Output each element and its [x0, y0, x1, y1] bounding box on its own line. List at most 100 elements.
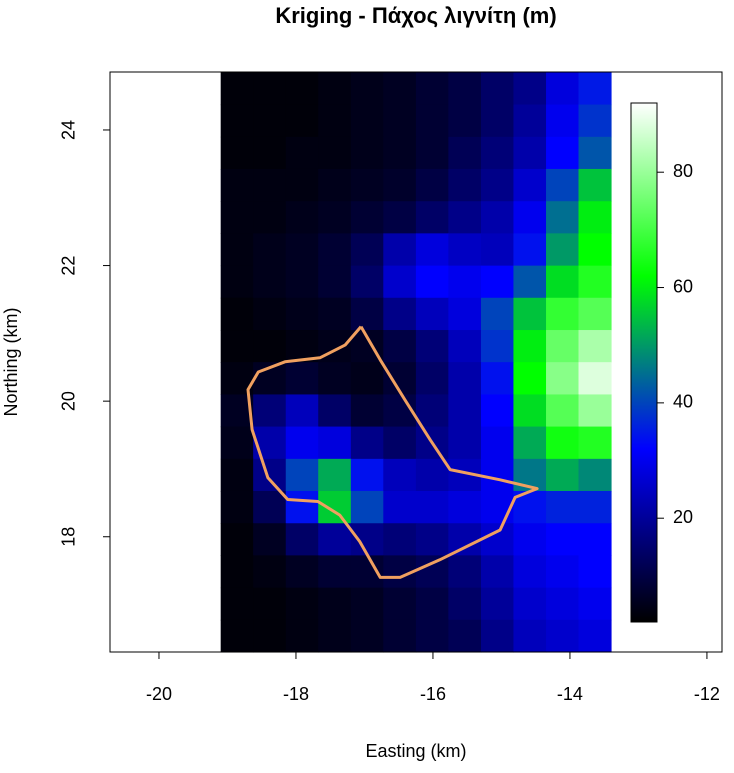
cell [480, 555, 515, 589]
cell [480, 587, 515, 621]
cell [546, 201, 580, 234]
cell [318, 233, 352, 267]
cell [546, 297, 580, 331]
cell [285, 587, 319, 621]
cell [350, 72, 384, 106]
cell [253, 104, 287, 138]
cell [448, 136, 482, 170]
cell [285, 72, 319, 106]
cell [546, 136, 580, 170]
cell [220, 265, 254, 299]
cell [318, 426, 352, 460]
cell [415, 265, 449, 299]
cell [448, 201, 482, 234]
cell [480, 104, 515, 138]
y-axis-label: Northing (km) [1, 307, 21, 416]
cell [383, 426, 417, 460]
cell [318, 265, 352, 299]
x-axis-label: Easting (km) [365, 741, 466, 761]
cell [253, 619, 287, 653]
cell [383, 233, 417, 267]
cell [350, 168, 384, 202]
cell [318, 104, 352, 138]
cell [350, 426, 384, 460]
cell [480, 394, 515, 428]
cell [415, 104, 449, 138]
cell [318, 458, 352, 492]
cell [220, 523, 254, 556]
cell [415, 201, 449, 234]
cell [350, 265, 384, 299]
cell [578, 233, 612, 267]
cell [318, 394, 352, 428]
cell [578, 265, 612, 299]
cell [513, 394, 547, 428]
cell [448, 523, 482, 556]
cell [546, 426, 580, 460]
cell [350, 233, 384, 267]
y-tick-label: 20 [59, 391, 79, 411]
cell [513, 619, 547, 653]
cell [480, 458, 515, 492]
cell [253, 233, 287, 267]
color-bar-label: 20 [673, 507, 693, 527]
color-bar-label: 60 [673, 276, 693, 296]
cell [415, 72, 449, 106]
cell [220, 619, 254, 653]
raster [220, 72, 612, 653]
cell [318, 523, 352, 556]
cell [578, 362, 612, 395]
cell [318, 136, 352, 170]
cell [220, 201, 254, 234]
cell [480, 72, 515, 106]
cell [220, 426, 254, 460]
cell [350, 555, 384, 589]
cell [448, 426, 482, 460]
cell [513, 426, 547, 460]
cell [285, 458, 319, 492]
cell [546, 619, 580, 653]
cell [285, 619, 319, 653]
outline [246, 325, 539, 579]
cell [480, 136, 515, 170]
cell [285, 362, 319, 395]
cell [318, 297, 352, 331]
cell [546, 362, 580, 395]
y-tick-label: 24 [59, 120, 79, 140]
cell [285, 297, 319, 331]
color-bar [630, 102, 658, 623]
cell [480, 362, 515, 395]
cell [285, 233, 319, 267]
cell [415, 555, 449, 589]
cell [546, 394, 580, 428]
x-tick-label: -14 [557, 684, 583, 704]
cell [415, 587, 449, 621]
y-tick-label: 18 [59, 527, 79, 547]
cell [415, 297, 449, 331]
cell [578, 523, 612, 556]
cell [546, 490, 580, 524]
cell [578, 555, 612, 589]
cell [253, 265, 287, 299]
cell [448, 394, 482, 428]
cell [546, 523, 580, 556]
cell [285, 136, 319, 170]
cell [448, 330, 482, 363]
cell [253, 201, 287, 234]
cell [318, 490, 352, 524]
cell [448, 362, 482, 395]
cell [350, 201, 384, 234]
cell [253, 168, 287, 202]
cell [253, 136, 287, 170]
cell [480, 523, 515, 556]
cell [253, 394, 287, 428]
cell [383, 168, 417, 202]
cell [415, 394, 449, 428]
cell [546, 330, 580, 363]
cell [220, 297, 254, 331]
cell [350, 490, 384, 524]
cell [383, 265, 417, 299]
cell [285, 523, 319, 556]
cell [578, 330, 612, 363]
cell [383, 104, 417, 138]
